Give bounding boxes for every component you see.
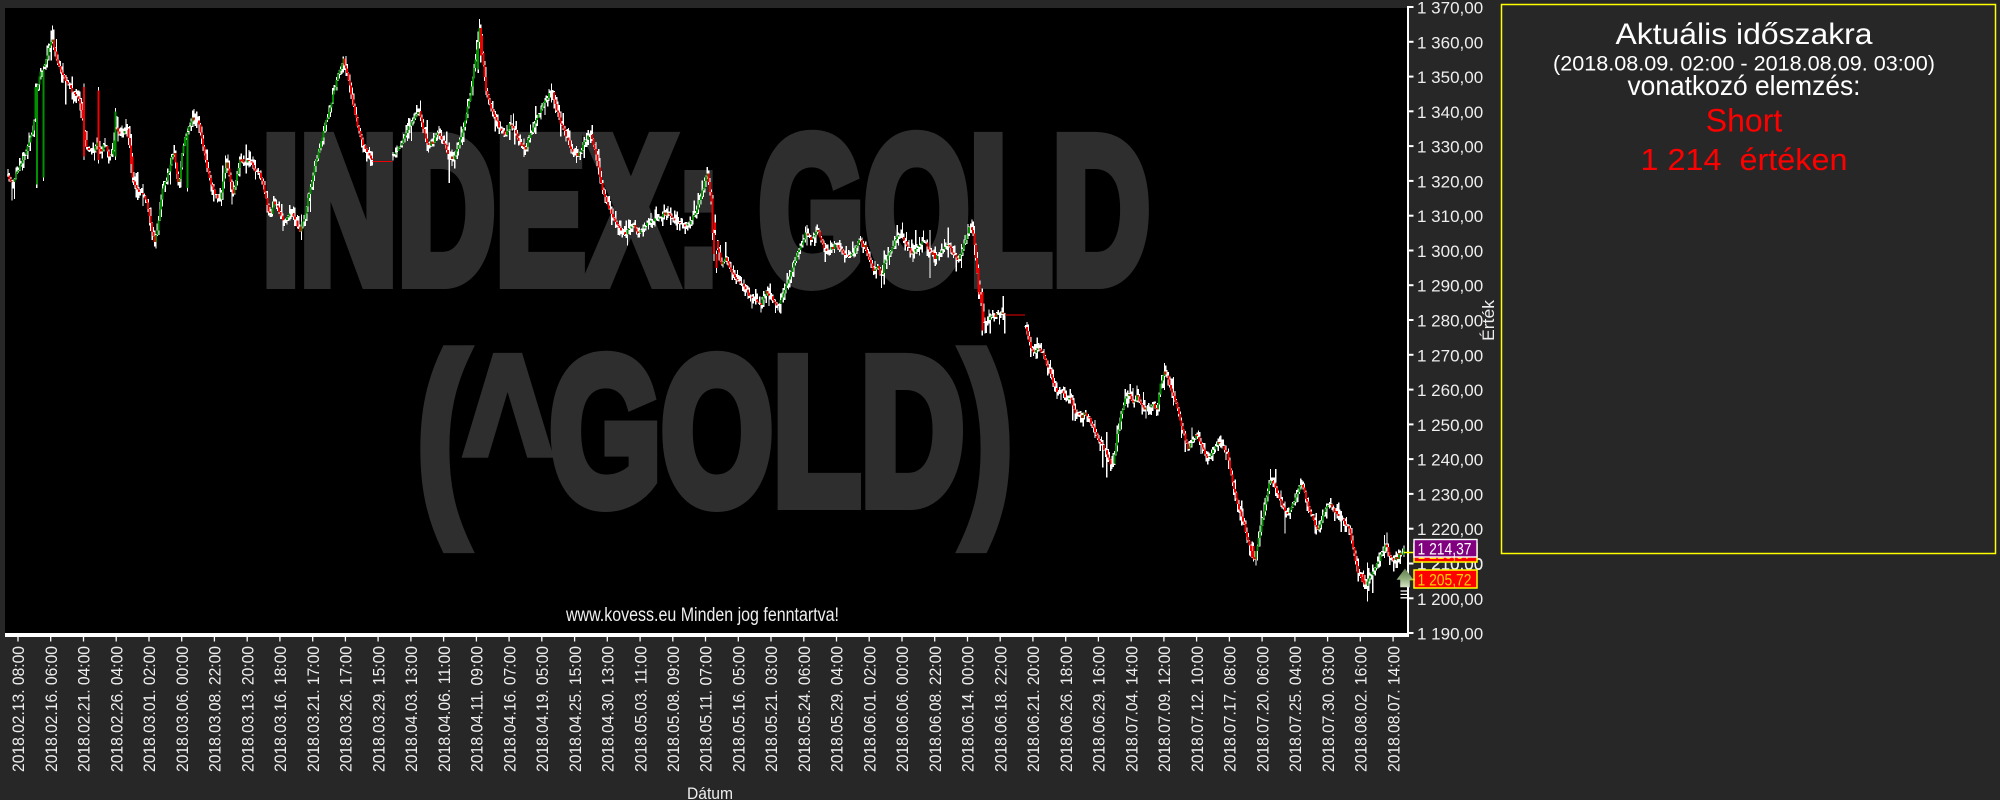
svg-text:2018.05.08. 09:00: 2018.05.08. 09:00 xyxy=(664,646,683,772)
svg-text:2018.08.02. 16:00: 2018.08.02. 16:00 xyxy=(1352,646,1371,772)
svg-text:2018.07.25. 04:00: 2018.07.25. 04:00 xyxy=(1286,646,1305,772)
svg-text:1 200,00: 1 200,00 xyxy=(1417,590,1483,609)
svg-text:2018.03.29. 15:00: 2018.03.29. 15:00 xyxy=(369,646,388,772)
svg-text:1 310,00: 1 310,00 xyxy=(1417,207,1483,226)
svg-text:vonatkozó elemzés:: vonatkozó elemzés: xyxy=(1628,70,1861,101)
svg-text:2018.06.01. 02:00: 2018.06.01. 02:00 xyxy=(860,646,879,772)
svg-text:1 205,72: 1 205,72 xyxy=(1418,571,1472,590)
svg-text:2018.05.11. 07:00: 2018.05.11. 07:00 xyxy=(697,646,716,772)
svg-text:Short: Short xyxy=(1706,103,1783,139)
svg-text:2018.06.08. 22:00: 2018.06.08. 22:00 xyxy=(926,646,945,772)
svg-text:2018.04.25. 15:00: 2018.04.25. 15:00 xyxy=(566,646,585,772)
svg-text:2018.05.21. 03:00: 2018.05.21. 03:00 xyxy=(762,646,781,772)
svg-text:2018.06.29. 16:00: 2018.06.29. 16:00 xyxy=(1090,646,1109,772)
svg-text:1 300,00: 1 300,00 xyxy=(1417,242,1483,261)
svg-text:1 360,00: 1 360,00 xyxy=(1417,33,1483,52)
svg-text:1 350,00: 1 350,00 xyxy=(1417,68,1483,87)
svg-text:2018.07.20. 06:00: 2018.07.20. 06:00 xyxy=(1253,646,1272,772)
svg-text:Aktuális időszakra: Aktuális időszakra xyxy=(1616,18,1873,51)
svg-text:2018.06.14. 00:00: 2018.06.14. 00:00 xyxy=(959,646,978,772)
svg-text:Érték: Érték xyxy=(1479,299,1498,341)
svg-text:2018.03.26. 17:00: 2018.03.26. 17:00 xyxy=(337,646,356,772)
svg-text:(^GOLD): (^GOLD) xyxy=(418,316,1012,548)
svg-text:1 190,00: 1 190,00 xyxy=(1417,625,1483,644)
svg-text:2018.04.11. 09:00: 2018.04.11. 09:00 xyxy=(468,646,487,772)
svg-text:2018.03.16. 18:00: 2018.03.16. 18:00 xyxy=(271,646,290,772)
svg-text:1 330,00: 1 330,00 xyxy=(1417,138,1483,157)
svg-text:2018.02.26. 04:00: 2018.02.26. 04:00 xyxy=(107,646,126,772)
svg-text:2018.05.16. 05:00: 2018.05.16. 05:00 xyxy=(730,646,749,772)
svg-text:2018.06.06. 00:00: 2018.06.06. 00:00 xyxy=(893,646,912,772)
svg-text:www.kovess.eu Minden jog fennt: www.kovess.eu Minden jog fenntartva! xyxy=(565,605,839,626)
svg-text:2018.03.21. 17:00: 2018.03.21. 17:00 xyxy=(304,646,323,772)
svg-text:1 250,00: 1 250,00 xyxy=(1417,416,1483,435)
svg-text:2018.05.29. 04:00: 2018.05.29. 04:00 xyxy=(828,646,847,772)
svg-text:2018.07.04. 14:00: 2018.07.04. 14:00 xyxy=(1122,646,1141,772)
svg-text:2018.02.16. 06:00: 2018.02.16. 06:00 xyxy=(42,646,61,772)
svg-text:2018.02.13. 08:00: 2018.02.13. 08:00 xyxy=(9,646,28,772)
svg-text:1 230,00: 1 230,00 xyxy=(1417,485,1483,504)
svg-text:2018.04.16. 07:00: 2018.04.16. 07:00 xyxy=(500,646,519,772)
svg-text:2018.03.06. 00:00: 2018.03.06. 00:00 xyxy=(173,646,192,772)
svg-text:2018.07.12. 10:00: 2018.07.12. 10:00 xyxy=(1188,646,1207,772)
svg-text:(2018.08.09. 02:00 - 2018.08.0: (2018.08.09. 02:00 - 2018.08.09. 03:00) xyxy=(1553,53,1935,76)
svg-text:2018.03.13. 20:00: 2018.03.13. 20:00 xyxy=(238,646,257,772)
svg-text:1 220,00: 1 220,00 xyxy=(1417,520,1483,539)
svg-text:1 340,00: 1 340,00 xyxy=(1417,103,1483,122)
svg-text:2018.06.26. 18:00: 2018.06.26. 18:00 xyxy=(1057,646,1076,772)
svg-text:1 320,00: 1 320,00 xyxy=(1417,172,1483,191)
svg-text:1 214 értéken: 1 214 értéken xyxy=(1641,142,1848,177)
svg-text:2018.02.21. 04:00: 2018.02.21. 04:00 xyxy=(75,646,94,772)
svg-text:2018.07.30. 03:00: 2018.07.30. 03:00 xyxy=(1319,646,1338,772)
svg-text:INDEX: GOLD: INDEX: GOLD xyxy=(262,95,1150,327)
svg-text:1 290,00: 1 290,00 xyxy=(1417,277,1483,296)
svg-text:1 370,00: 1 370,00 xyxy=(1417,0,1483,18)
svg-text:2018.06.18. 22:00: 2018.06.18. 22:00 xyxy=(991,646,1010,772)
svg-text:2018.04.06. 11:00: 2018.04.06. 11:00 xyxy=(435,646,454,772)
svg-text:1 280,00: 1 280,00 xyxy=(1417,312,1483,331)
svg-text:1 240,00: 1 240,00 xyxy=(1417,451,1483,470)
svg-text:2018.03.08. 22:00: 2018.03.08. 22:00 xyxy=(206,646,225,772)
svg-text:1 270,00: 1 270,00 xyxy=(1417,346,1483,365)
svg-text:1 214,37: 1 214,37 xyxy=(1418,541,1472,559)
svg-text:1 260,00: 1 260,00 xyxy=(1417,381,1483,400)
svg-text:2018.03.01. 02:00: 2018.03.01. 02:00 xyxy=(140,646,159,772)
svg-text:2018.06.21. 20:00: 2018.06.21. 20:00 xyxy=(1024,646,1043,772)
svg-text:2018.08.07. 14:00: 2018.08.07. 14:00 xyxy=(1384,646,1403,772)
svg-text:2018.07.17. 08:00: 2018.07.17. 08:00 xyxy=(1221,646,1240,772)
svg-text:2018.05.24. 06:00: 2018.05.24. 06:00 xyxy=(795,646,814,772)
svg-text:Dátum: Dátum xyxy=(687,784,733,800)
svg-text:2018.07.09. 12:00: 2018.07.09. 12:00 xyxy=(1155,646,1174,772)
svg-text:2018.05.03. 11:00: 2018.05.03. 11:00 xyxy=(631,646,650,772)
svg-text:2018.04.03. 13:00: 2018.04.03. 13:00 xyxy=(402,646,421,772)
svg-text:2018.04.19. 05:00: 2018.04.19. 05:00 xyxy=(533,646,552,772)
svg-text:2018.04.30. 13:00: 2018.04.30. 13:00 xyxy=(599,646,618,772)
